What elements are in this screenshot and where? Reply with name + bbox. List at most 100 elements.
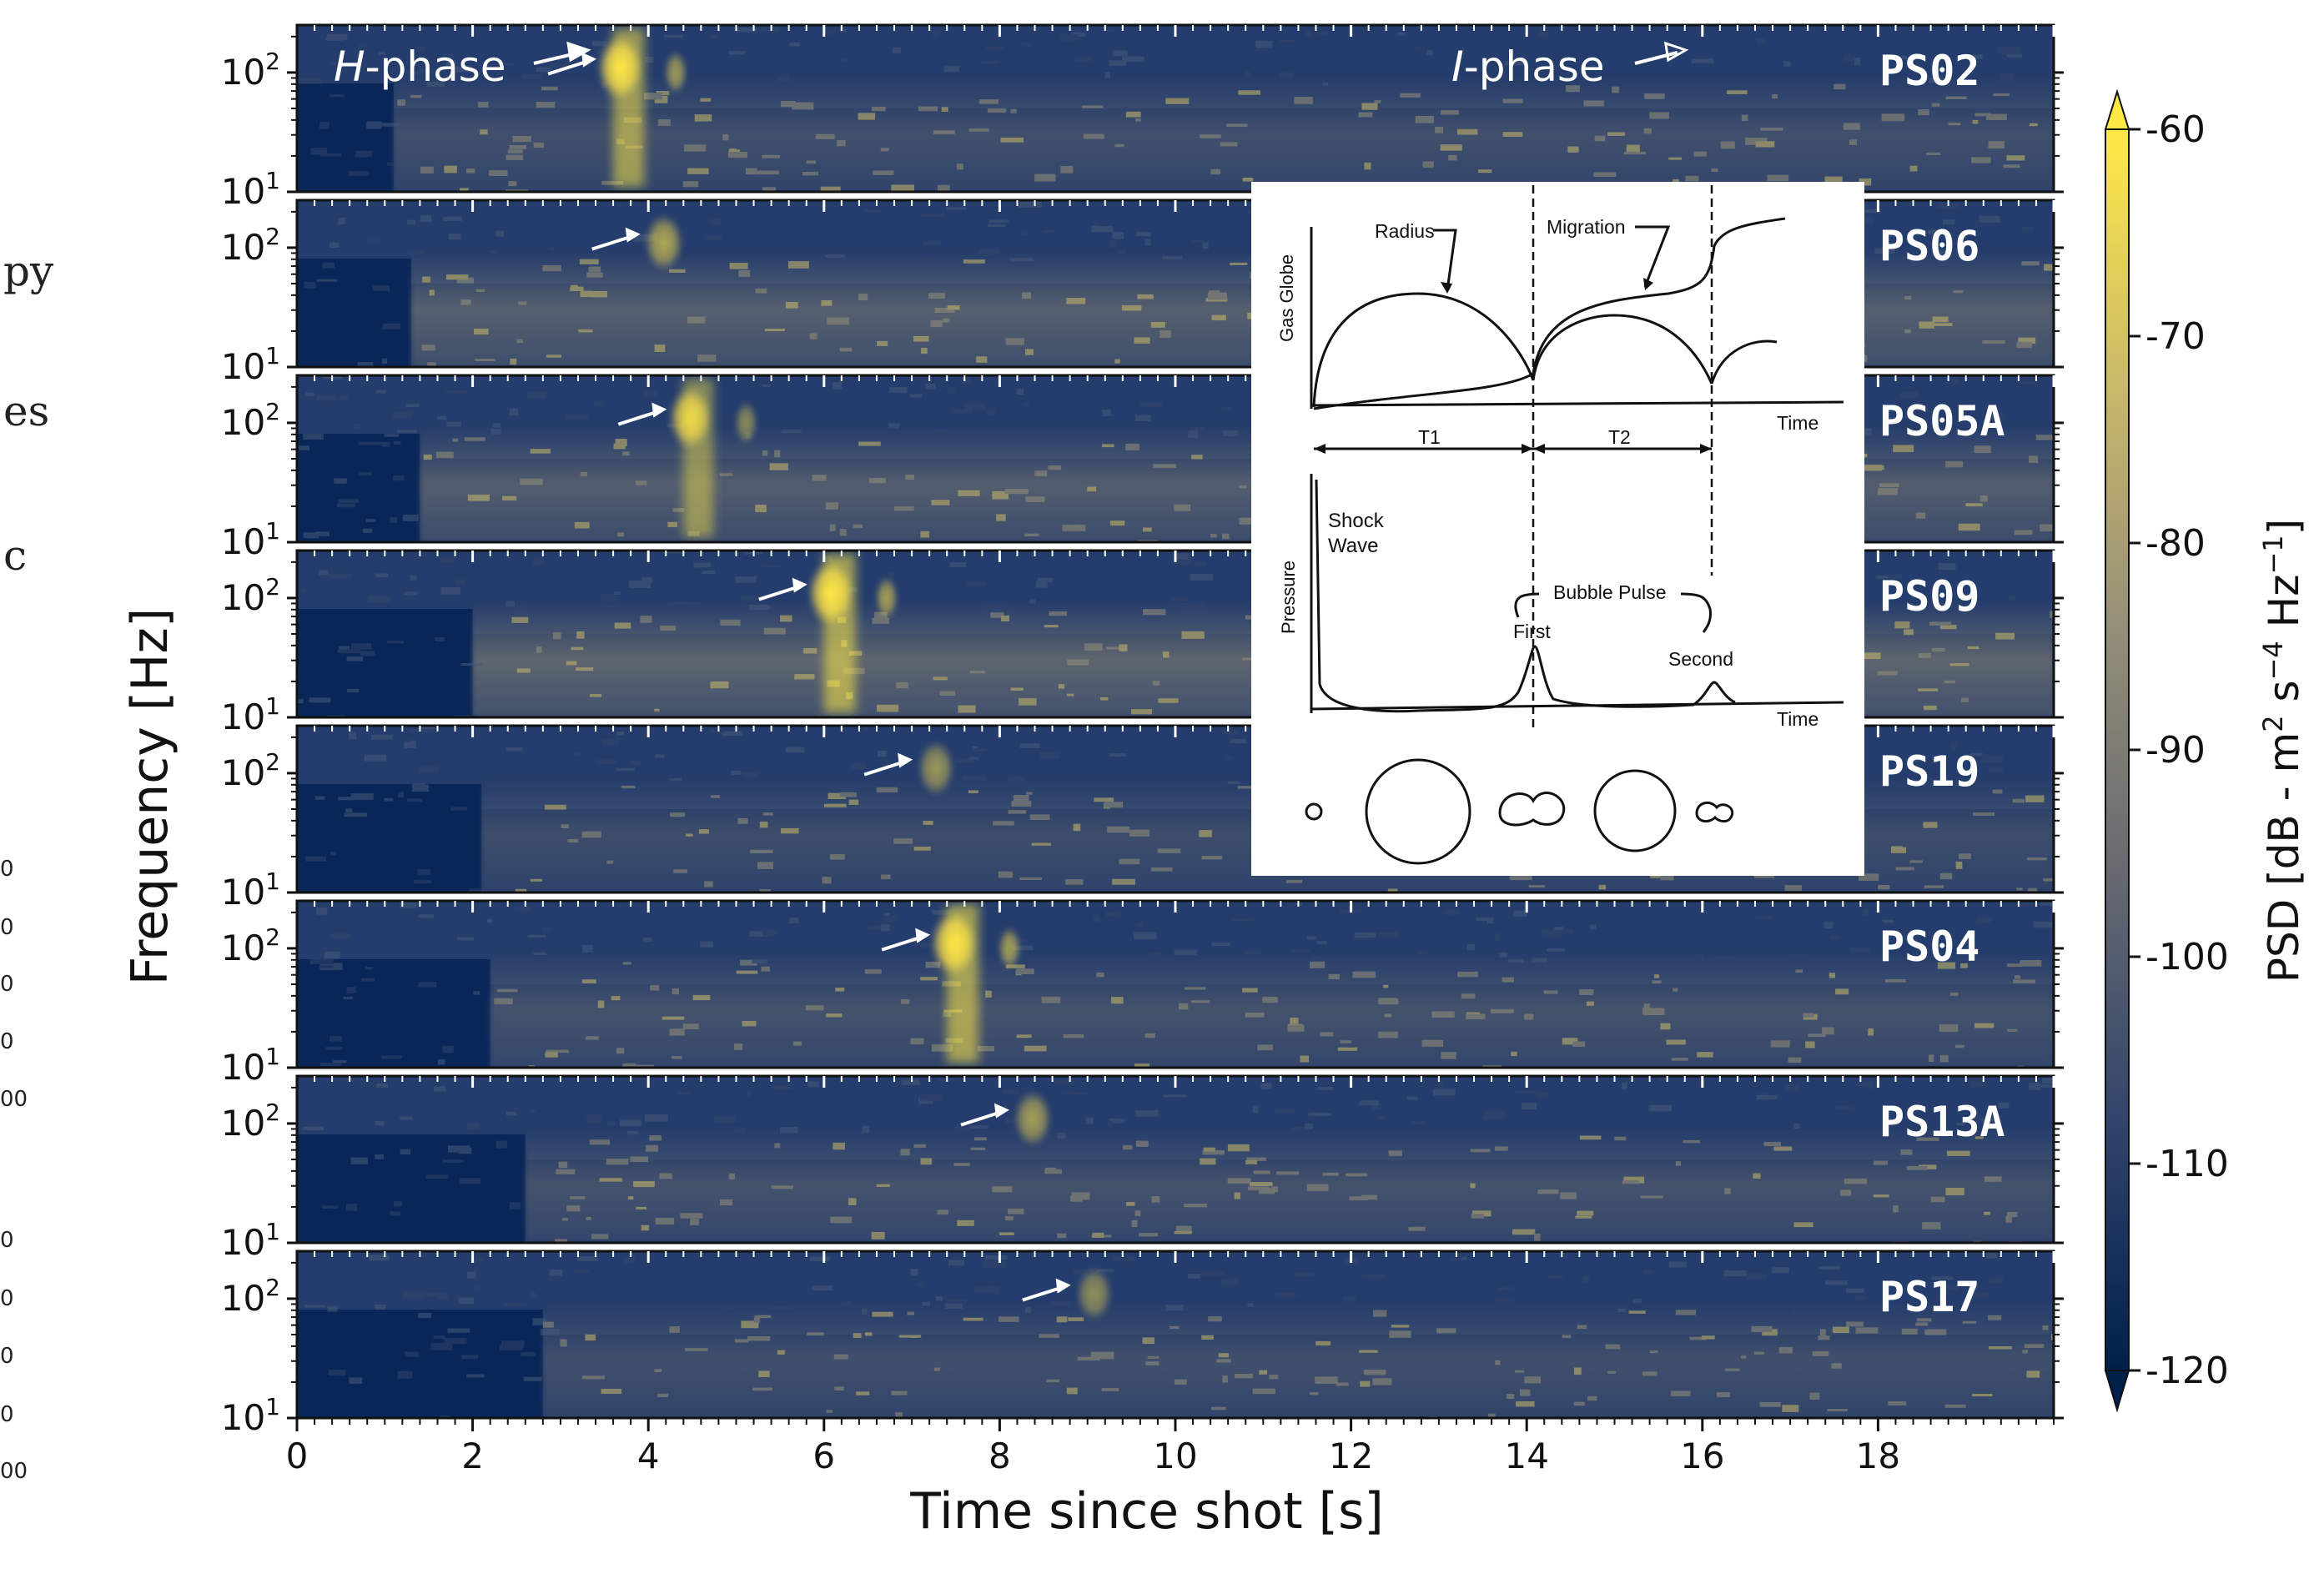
edge-number: 0: [0, 1344, 14, 1369]
inset-bubble-pulse-label: Bubble Pulse: [1553, 581, 1667, 603]
arrival-coda: [734, 400, 758, 445]
colorbar-tick-label: -70: [2145, 315, 2206, 358]
x-axis: 0 2 4 6 8 10 12 14 16 18: [286, 1418, 2055, 1476]
colorbar-bar: [2105, 128, 2130, 1371]
y-tick-label: 102: [221, 748, 280, 793]
inset-bottom-ylabel: Pressure: [1278, 561, 1299, 634]
panel-ps04: 101 102 PS04: [221, 899, 2064, 1088]
bubble-shape: [1365, 758, 1471, 865]
colorbar-label: PSD [dB - m2 s−4 Hz−1]: [2257, 519, 2308, 983]
pre-arrival-quiet: [297, 434, 420, 542]
edge-number: 00: [0, 1087, 28, 1112]
arrival-coda: [998, 926, 1022, 970]
pre-arrival-quiet: [297, 959, 490, 1068]
y-tick-label: 101: [221, 517, 280, 562]
x-tick-label: 14: [1504, 1436, 1548, 1476]
arrival-coda: [664, 50, 688, 94]
y-tick-label: 101: [221, 692, 280, 737]
colorbar-tick-label: -120: [2145, 1350, 2229, 1392]
pressure-trace: [1315, 479, 1736, 713]
panel-ps17: 101 102 PS17: [221, 1250, 2064, 1438]
phase-annotation: I-phase: [1451, 43, 1605, 91]
colorbar-tick-label: -90: [2145, 729, 2206, 772]
bubble-shape: [1695, 801, 1734, 823]
inset-top-ylabel: Gas Globe: [1276, 254, 1297, 342]
y-tick-label: 102: [221, 1099, 280, 1144]
x-tick-label: 6: [812, 1436, 835, 1476]
arrival-coda: [874, 576, 898, 620]
inset-first-label: First: [1513, 621, 1551, 642]
inset-time-label: Time: [1777, 412, 1818, 434]
station-label: PS13A: [1879, 1098, 2005, 1146]
edge-number: 0: [0, 857, 14, 882]
inset-wave-label: Wave: [1328, 535, 1378, 557]
y-tick-label: 102: [221, 223, 280, 268]
spectrogram-panels: 101 102 PS02 101 102 PS06 101 102 PS05A 101 102 PS0…: [221, 23, 2064, 1438]
x-tick-label: 10: [1153, 1436, 1197, 1476]
edge-text-2: es: [3, 387, 49, 435]
y-tick-label: 101: [221, 342, 280, 387]
edge-number: 00: [0, 1459, 28, 1484]
panel-ps13a: 101 102 PS13A: [221, 1074, 2064, 1263]
inset-t1-label: T1: [1418, 426, 1441, 448]
edge-number: 0: [0, 1286, 14, 1311]
inset-background: [1251, 182, 1864, 876]
pre-arrival-quiet: [297, 1310, 543, 1418]
arrival-energy: [917, 740, 955, 797]
phase-arrow: [1634, 51, 1678, 65]
pre-arrival-quiet: [297, 784, 482, 893]
migration-curve: [1313, 217, 1786, 410]
radius-curve-3: [1710, 339, 1778, 385]
y-tick-label: 101: [221, 1218, 280, 1263]
inset-radius-label: Radius: [1375, 220, 1435, 242]
edge-number: 0: [0, 1029, 14, 1054]
x-tick-label: 4: [637, 1436, 660, 1476]
arrival-broadband: [947, 904, 979, 1063]
colorbar-tick-label: -80: [2145, 522, 2206, 565]
y-tick-label: 102: [221, 398, 280, 443]
bubble-shape: [1305, 802, 1323, 821]
panel-ps02: 101 102 PS02: [221, 23, 2064, 212]
left-edge-fragments: py es c 0 0 0 0 00 0 0 0 0 00: [0, 247, 54, 1484]
inset-top-x-axis: [1310, 400, 1844, 407]
pre-arrival-quiet: [297, 1134, 526, 1243]
colorbar-tick-label: -60: [2145, 108, 2206, 151]
station-label: PS04: [1879, 923, 1979, 971]
x-tick-label: 2: [461, 1436, 484, 1476]
arrival-broadband: [823, 554, 856, 712]
x-axis-label: Time since shot [s]: [909, 1482, 1384, 1541]
y-tick-label: 101: [221, 167, 280, 212]
y-tick-label: 101: [221, 867, 280, 913]
x-tick-label: 0: [286, 1436, 309, 1476]
radius-curve-1: [1312, 292, 1535, 408]
inset-bottom-x-axis: [1310, 701, 1844, 711]
station-label: PS02: [1879, 47, 1979, 95]
bubble-pulse-bracket: [1514, 592, 1712, 633]
colorbar-tick-label: -110: [2145, 1143, 2229, 1185]
x-tick-label: 8: [988, 1436, 1011, 1476]
edge-text-1: py: [3, 247, 54, 295]
edge-text-3: c: [3, 531, 27, 580]
arrival-broadband: [683, 379, 713, 537]
x-tick-label: 18: [1856, 1436, 1900, 1476]
colorbar-tick-label: -100: [2145, 936, 2229, 978]
y-tick-label: 102: [221, 48, 280, 93]
edge-number: 0: [0, 1228, 14, 1253]
inset-t2-label: T2: [1608, 426, 1631, 448]
x-tick-label: 16: [1680, 1436, 1724, 1476]
y-tick-label: 102: [221, 923, 280, 968]
inset-second-label: Second: [1668, 648, 1733, 670]
arrival-broadband: [613, 28, 645, 187]
y-tick-label: 102: [221, 573, 280, 618]
inset-migration-label: Migration: [1547, 216, 1626, 238]
inset-time-label-2: Time: [1777, 708, 1818, 730]
bubble-shape: [1593, 769, 1677, 852]
arrival-energy: [1013, 1090, 1052, 1148]
station-label: PS05A: [1879, 397, 2005, 445]
colorbar: -60 -70 -80 -90 -100 -110 -120 PSD [dB - m2 s−…: [2104, 88, 2308, 1413]
phase-annotation: H-phase: [334, 43, 506, 91]
pre-arrival-quiet: [297, 259, 411, 367]
edge-number: 0: [0, 972, 14, 997]
bubble-pulse-inset: Gas Globe Radius Migration Time T1 T2 Sh…: [1251, 182, 1864, 876]
